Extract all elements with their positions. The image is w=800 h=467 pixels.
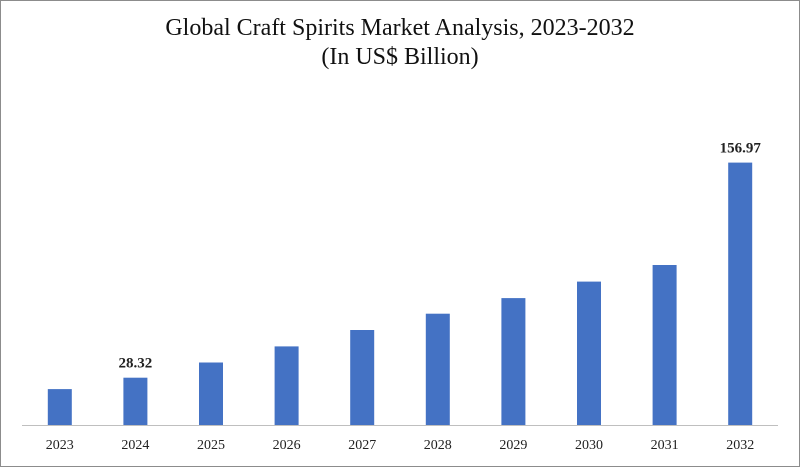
x-tick-label-2030: 2030 (575, 438, 603, 453)
x-tick-label-2027: 2027 (348, 438, 376, 453)
x-tick-label-2023: 2023 (46, 438, 74, 453)
bar-2023 (47, 389, 72, 425)
x-tick-label-2031: 2031 (651, 438, 679, 453)
data-labels: 28.32 156.97 (119, 141, 762, 372)
data-label-2032: 156.97 (720, 141, 762, 157)
x-tick-label-2029: 2029 (499, 438, 527, 453)
x-tick-label-2025: 2025 (197, 438, 225, 453)
bar-2029 (501, 298, 526, 425)
x-tick-label-2024: 2024 (121, 438, 149, 453)
chart-title-block: Global Craft Spirits Market Analysis, 20… (0, 14, 800, 72)
bar-series (47, 162, 753, 425)
bar-2027 (350, 330, 375, 425)
chart-title: Global Craft Spirits Market Analysis, 20… (165, 15, 635, 41)
x-tick-label-2028: 2028 (424, 438, 452, 453)
bar-2024 (123, 377, 148, 425)
bar-2030 (577, 281, 601, 425)
chart-subtitle: (In US$ Billion) (321, 44, 479, 70)
x-tick-label-2026: 2026 (273, 438, 301, 453)
x-tick-labels: 2023 2024 2025 2026 2027 2028 2029 2030 2031 2032 (46, 438, 754, 453)
bar-2026 (274, 346, 299, 425)
bar-2025 (199, 362, 223, 425)
x-tick-label-2032: 2032 (726, 438, 754, 453)
bar-2032 (728, 162, 753, 425)
bar-2031 (652, 265, 677, 425)
bar-2028 (425, 313, 450, 425)
data-label-2024: 28.32 (119, 356, 153, 372)
